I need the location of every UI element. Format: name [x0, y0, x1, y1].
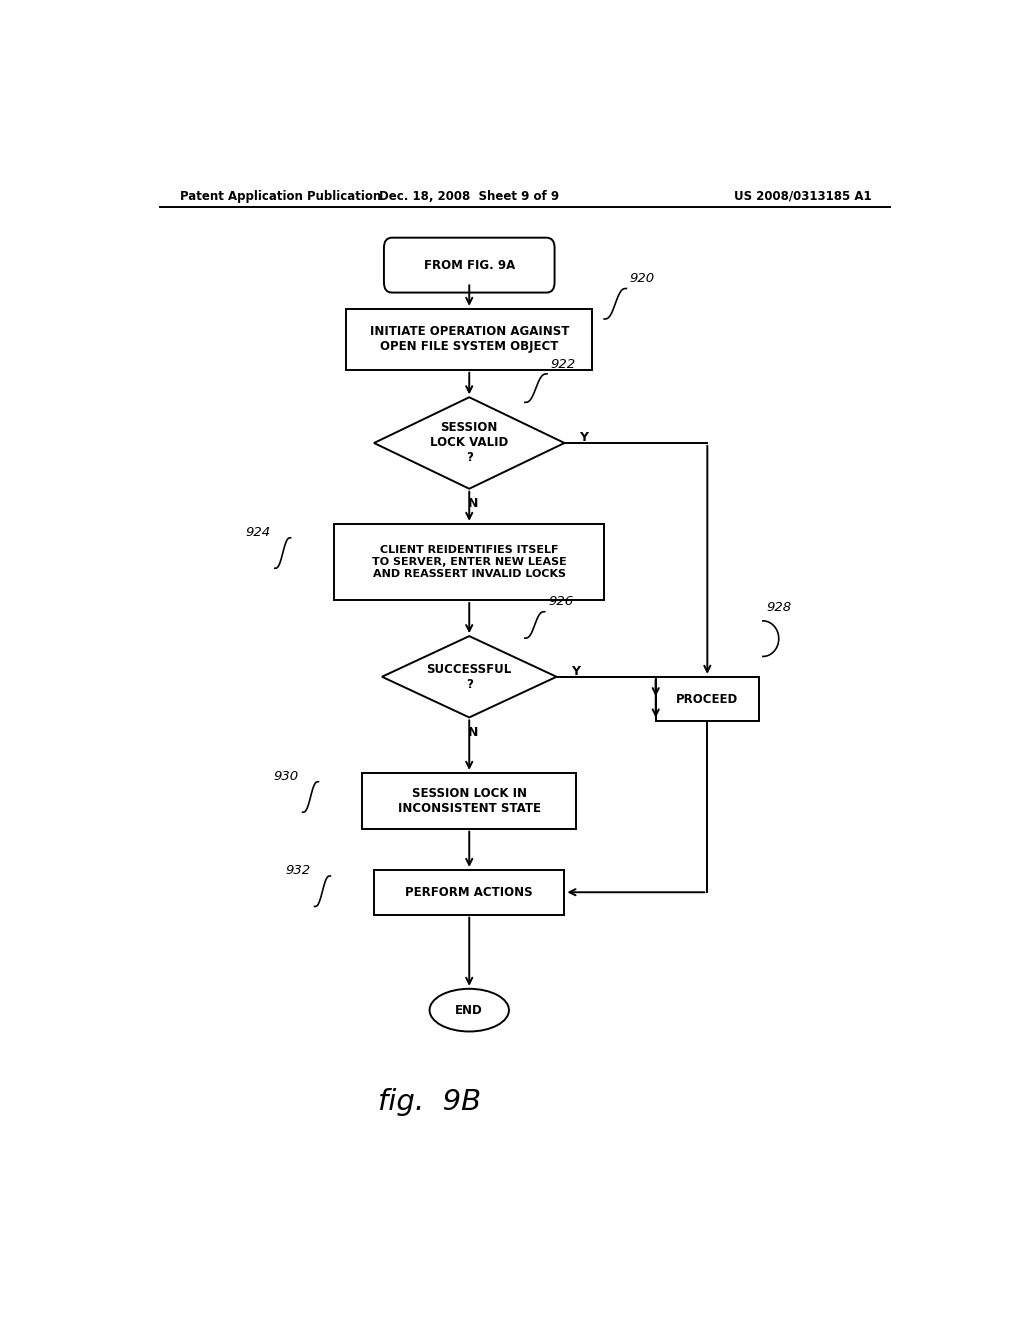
Text: PERFORM ACTIONS: PERFORM ACTIONS [406, 886, 534, 899]
Text: INITIATE OPERATION AGAINST
OPEN FILE SYSTEM OBJECT: INITIATE OPERATION AGAINST OPEN FILE SYS… [370, 325, 569, 354]
Text: SESSION
LOCK VALID
?: SESSION LOCK VALID ? [430, 421, 508, 465]
Text: FROM FIG. 9A: FROM FIG. 9A [424, 259, 515, 272]
Text: 922: 922 [550, 358, 575, 371]
Text: Patent Application Publication: Patent Application Publication [179, 190, 381, 202]
Text: 928: 928 [766, 601, 792, 614]
Text: 926: 926 [549, 594, 573, 607]
Text: 930: 930 [273, 770, 299, 783]
Text: CLIENT REIDENTIFIES ITSELF
TO SERVER, ENTER NEW LEASE
AND REASSERT INVALID LOCKS: CLIENT REIDENTIFIES ITSELF TO SERVER, EN… [372, 545, 566, 578]
Text: 932: 932 [286, 865, 310, 878]
Ellipse shape [430, 989, 509, 1031]
Polygon shape [374, 397, 564, 488]
Bar [334, 524, 604, 601]
Bar [374, 870, 564, 915]
Text: N: N [468, 726, 478, 739]
Bar [655, 677, 759, 722]
Text: Dec. 18, 2008  Sheet 9 of 9: Dec. 18, 2008 Sheet 9 of 9 [379, 190, 559, 202]
Bar [362, 772, 577, 829]
FancyBboxPatch shape [384, 238, 555, 293]
Text: END: END [456, 1003, 483, 1016]
Text: 920: 920 [630, 272, 654, 285]
Text: fig.  9B: fig. 9B [378, 1088, 481, 1115]
Polygon shape [382, 636, 557, 718]
Text: N: N [468, 496, 478, 510]
Bar [346, 309, 592, 370]
Text: 924: 924 [246, 527, 270, 539]
Text: SESSION LOCK IN
INCONSISTENT STATE: SESSION LOCK IN INCONSISTENT STATE [397, 787, 541, 814]
Text: Y: Y [579, 432, 588, 445]
Text: US 2008/0313185 A1: US 2008/0313185 A1 [734, 190, 871, 202]
Text: PROCEED: PROCEED [676, 693, 738, 706]
Text: Y: Y [570, 665, 580, 678]
Text: SUCCESSFUL
?: SUCCESSFUL ? [427, 663, 512, 690]
